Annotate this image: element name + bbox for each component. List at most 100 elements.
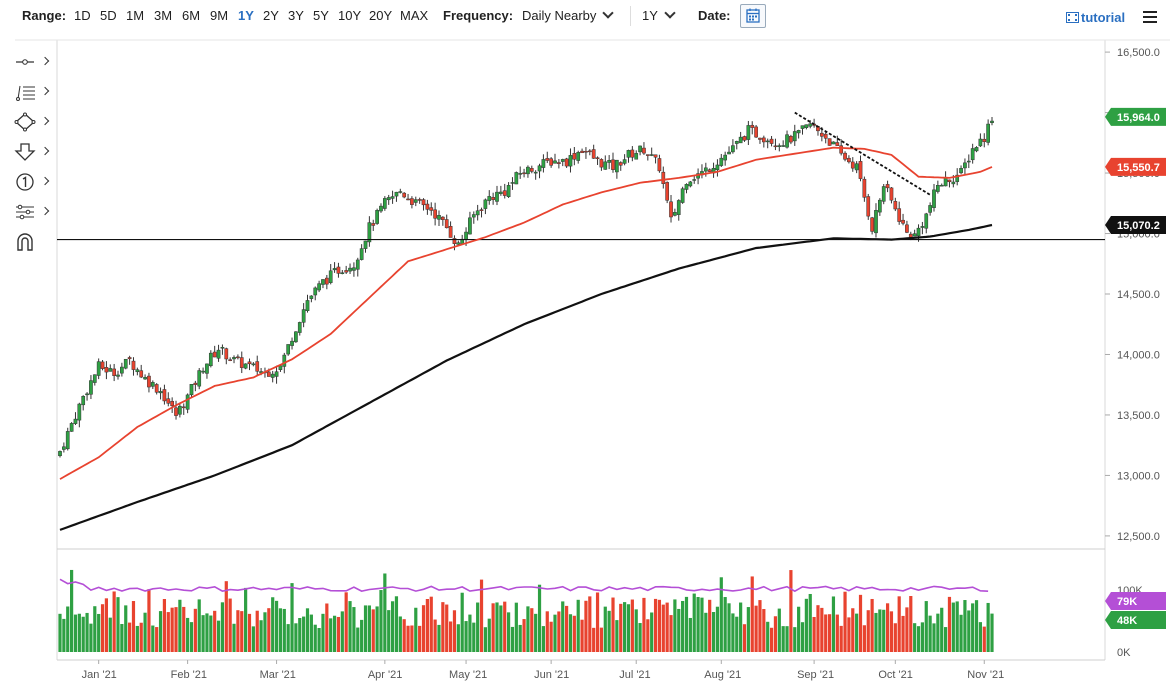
candle-body xyxy=(584,150,588,153)
volume-bar xyxy=(541,626,546,652)
volume-bar xyxy=(781,626,785,652)
price-badge-label: 48K xyxy=(1117,615,1137,627)
hamburger-menu-icon[interactable] xyxy=(1143,11,1157,23)
volume-bar xyxy=(128,622,132,652)
volume-bar xyxy=(309,614,313,652)
frequency-select[interactable]: Daily Nearby xyxy=(522,7,615,23)
candle-body xyxy=(901,219,905,224)
volume-bar xyxy=(986,602,990,652)
candle-body xyxy=(657,158,662,172)
candle-body xyxy=(758,137,762,140)
candle-body xyxy=(642,147,646,154)
range-10y[interactable]: 10Y xyxy=(338,8,362,23)
volume-bar xyxy=(460,592,464,652)
candle-body xyxy=(603,161,608,170)
candle-body xyxy=(572,153,577,160)
candle-body xyxy=(398,191,403,193)
tutorial-link[interactable]: tutorial xyxy=(1066,10,1125,25)
frequency-label: Frequency: xyxy=(443,8,514,23)
candle-body xyxy=(959,168,963,174)
number-marker-button[interactable] xyxy=(10,170,50,194)
candle-body xyxy=(154,384,159,393)
candle-body xyxy=(526,166,530,175)
candle-body xyxy=(843,152,847,160)
candle-body xyxy=(379,205,383,212)
volume-bar xyxy=(592,627,596,652)
volume-bar xyxy=(878,609,882,652)
volume-bar xyxy=(673,599,677,652)
date-tick-label: Apr '21 xyxy=(368,669,403,681)
calendar-button[interactable] xyxy=(740,4,766,28)
magnet-tool-button[interactable] xyxy=(10,230,50,254)
range-3m[interactable]: 3M xyxy=(154,8,173,23)
candle-body xyxy=(750,124,755,128)
candle-body xyxy=(742,136,747,141)
candle-body xyxy=(417,199,422,201)
volume-bar xyxy=(553,614,557,652)
date-tick-label: Jan '21 xyxy=(82,669,117,681)
volume-bar xyxy=(263,612,267,652)
candle-body xyxy=(495,191,499,202)
range-9m[interactable]: 9M xyxy=(210,8,229,23)
volume-bar xyxy=(897,596,901,652)
range-5d[interactable]: 5D xyxy=(100,8,117,23)
period-select[interactable]: 1Y xyxy=(642,7,676,23)
volume-bar xyxy=(974,600,979,652)
volume-bar xyxy=(178,599,182,652)
shape-tool-button[interactable] xyxy=(10,110,50,134)
line-tool-button[interactable] xyxy=(10,50,50,74)
candle-body xyxy=(626,150,631,158)
volume-bar xyxy=(452,610,457,652)
volume-bar xyxy=(433,619,437,652)
date-tick-label: Oct '21 xyxy=(878,669,913,681)
settings-tool-button[interactable] xyxy=(10,200,50,224)
volume-bar xyxy=(630,599,634,652)
candle-body xyxy=(135,369,140,373)
volume-bar xyxy=(947,596,952,652)
volume-bar xyxy=(785,626,789,652)
range-5y[interactable]: 5Y xyxy=(313,8,329,23)
arrow-tool-button[interactable] xyxy=(10,140,50,164)
candle-body xyxy=(321,279,325,285)
candle-body xyxy=(607,160,611,163)
volume-bar xyxy=(862,625,866,652)
fibonacci-tool-button[interactable] xyxy=(10,80,50,104)
volume-bar xyxy=(920,622,924,652)
candle-body xyxy=(862,178,867,198)
volume-bar xyxy=(750,576,754,652)
volume-bar xyxy=(893,623,897,652)
volume-bar xyxy=(723,597,727,652)
candle-body xyxy=(553,160,557,164)
candle-body xyxy=(85,393,89,396)
candle-body xyxy=(680,188,685,203)
volume-bar xyxy=(402,619,406,652)
price-badge: 15,550.7 xyxy=(1105,157,1166,176)
volume-bar xyxy=(642,597,646,652)
range-1m[interactable]: 1M xyxy=(126,8,145,23)
candle-body xyxy=(228,359,233,361)
range-2y[interactable]: 2Y xyxy=(263,8,279,23)
candle-body xyxy=(754,126,758,138)
volume-bar xyxy=(526,606,530,652)
volume-bar xyxy=(793,627,797,652)
volume-bar xyxy=(305,608,310,652)
range-20y[interactable]: 20Y xyxy=(369,8,393,23)
volume-tick-label: 0K xyxy=(1117,647,1131,659)
volume-bar xyxy=(278,608,283,652)
candle-body xyxy=(905,224,909,233)
range-max[interactable]: MAX xyxy=(400,8,429,23)
volume-bar xyxy=(158,611,163,652)
candle-body xyxy=(715,164,720,171)
range-3y[interactable]: 3Y xyxy=(288,8,304,23)
candle-body xyxy=(537,165,542,172)
range-1y[interactable]: 1Y xyxy=(238,8,254,23)
candle-body xyxy=(224,348,229,360)
range-6m[interactable]: 6M xyxy=(182,8,201,23)
candle-body xyxy=(970,148,975,161)
date-tick-label: Aug '21 xyxy=(704,669,741,681)
candle-body xyxy=(201,370,205,373)
candle-body xyxy=(545,158,550,161)
range-1d[interactable]: 1D xyxy=(74,8,91,23)
candle-body xyxy=(96,361,101,376)
